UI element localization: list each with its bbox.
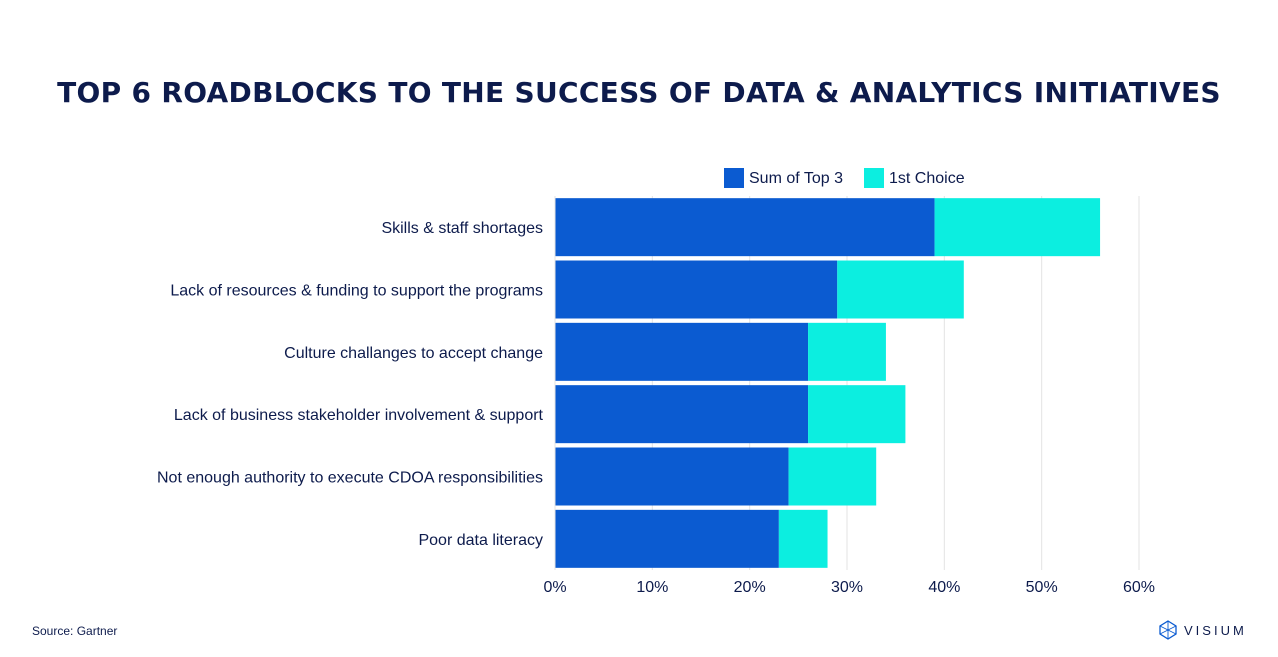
x-tick-label: 30% xyxy=(831,579,863,596)
bar-sum-top-3 xyxy=(555,385,809,444)
legend-swatch-1st-choice xyxy=(864,168,884,188)
x-tick-label: 0% xyxy=(543,579,566,596)
category-label: Lack of business stakeholder involvement… xyxy=(174,407,544,424)
chart-title: TOP 6 ROADBLOCKS TO THE SUCCESS OF DATA … xyxy=(57,76,1221,109)
legend-label: Sum of Top 3 xyxy=(749,170,843,187)
x-tick-label: 40% xyxy=(928,579,960,596)
source-note: Source: Gartner xyxy=(32,624,118,638)
category-label: Not enough authority to execute CDOA res… xyxy=(157,470,543,487)
brand-logo: VISIUM xyxy=(1158,620,1247,640)
bar-1st-choice xyxy=(837,260,964,319)
legend-label: 1st Choice xyxy=(889,170,965,187)
bar-sum-top-3 xyxy=(555,447,789,506)
bar-1st-choice xyxy=(778,509,828,568)
legend-swatch-sum-top-3 xyxy=(724,168,744,188)
x-tick-label: 10% xyxy=(636,579,668,596)
x-tick-label: 50% xyxy=(1026,579,1058,596)
bar-sum-top-3 xyxy=(555,198,935,257)
category-label: Culture challanges to accept change xyxy=(284,345,543,362)
bar-1st-choice xyxy=(934,198,1101,257)
bar-sum-top-3 xyxy=(555,509,779,568)
category-label: Lack of resources & funding to support t… xyxy=(170,283,543,300)
bar-sum-top-3 xyxy=(555,260,838,319)
visium-logo-icon xyxy=(1159,620,1177,640)
x-tick-label: 20% xyxy=(734,579,766,596)
bar-1st-choice xyxy=(808,322,886,381)
category-label: Poor data literacy xyxy=(418,532,543,549)
bar-1st-choice xyxy=(808,385,906,444)
category-label: Skills & staff shortages xyxy=(381,220,543,237)
bar-1st-choice xyxy=(788,447,877,506)
x-tick-label: 60% xyxy=(1123,579,1155,596)
brand-name: VISIUM xyxy=(1184,622,1247,638)
bar-sum-top-3 xyxy=(555,322,809,381)
